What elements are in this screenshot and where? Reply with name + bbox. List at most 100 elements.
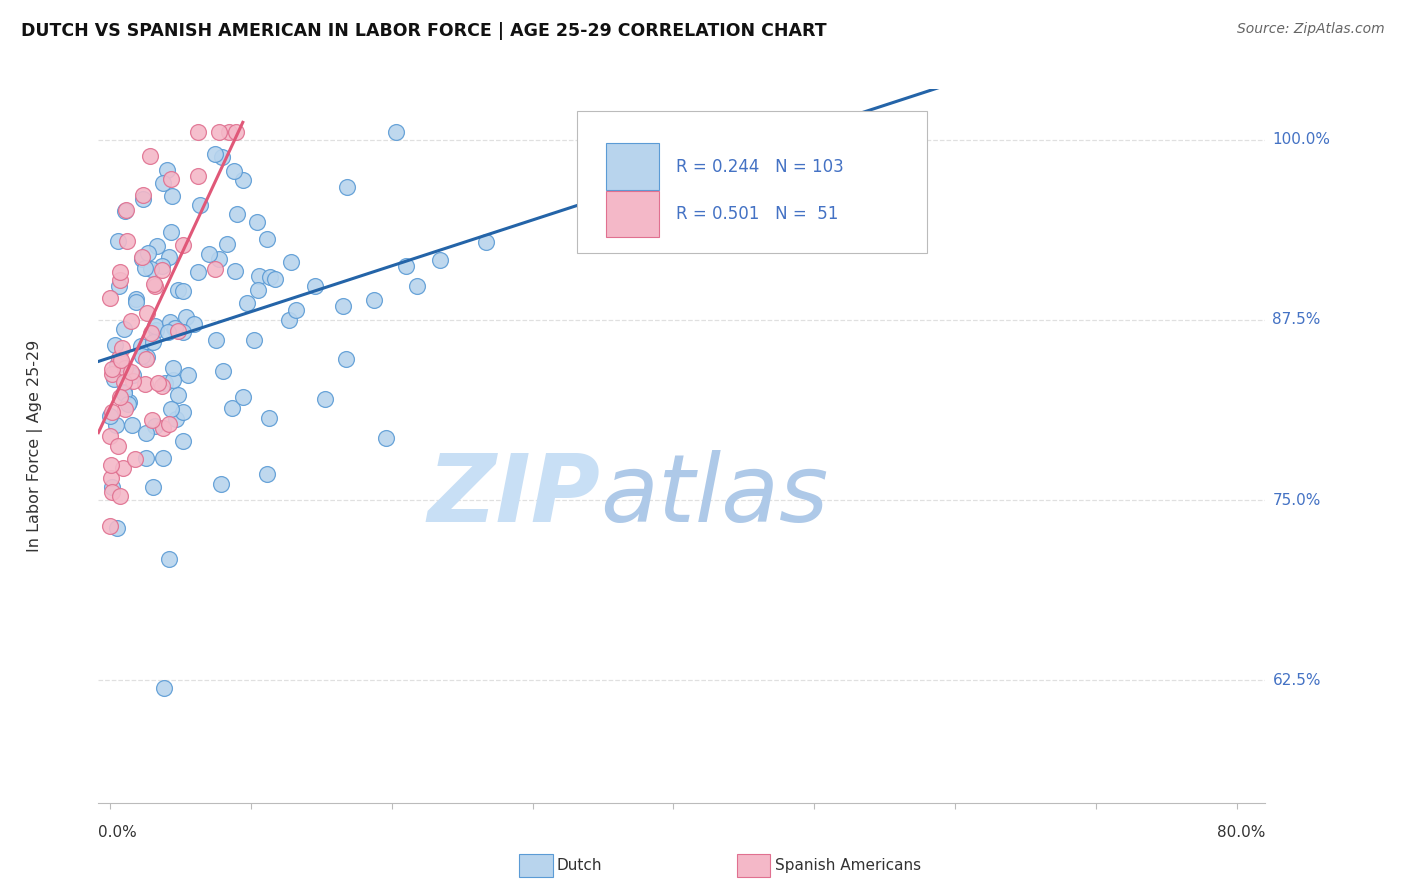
Point xyxy=(204,147,226,161)
Point xyxy=(204,334,226,348)
Point xyxy=(98,518,121,533)
Point xyxy=(335,352,357,367)
Point xyxy=(139,149,162,163)
Text: atlas: atlas xyxy=(600,450,828,541)
Point xyxy=(152,176,174,190)
Point xyxy=(110,353,132,368)
Point xyxy=(172,284,194,298)
Text: Source: ZipAtlas.com: Source: ZipAtlas.com xyxy=(1237,22,1385,37)
Point xyxy=(218,125,240,139)
Point xyxy=(101,368,124,382)
Bar xyxy=(606,191,658,237)
Point xyxy=(187,125,209,139)
Point xyxy=(167,283,190,297)
Point xyxy=(112,384,135,399)
Point xyxy=(124,293,146,307)
Point xyxy=(153,681,176,695)
Point xyxy=(475,235,498,249)
Point xyxy=(332,299,354,313)
Point xyxy=(167,324,190,338)
Point xyxy=(198,247,221,261)
Point xyxy=(157,250,180,264)
Point xyxy=(121,417,143,432)
Point xyxy=(120,365,142,379)
Point xyxy=(101,361,124,376)
Point xyxy=(150,379,173,393)
Point xyxy=(136,306,159,320)
Point xyxy=(212,364,235,378)
Point xyxy=(135,425,157,440)
Point xyxy=(162,373,184,387)
Point xyxy=(131,252,153,266)
Point xyxy=(101,480,124,494)
FancyBboxPatch shape xyxy=(576,111,927,253)
Point xyxy=(103,372,125,386)
Point xyxy=(235,296,257,310)
Point xyxy=(165,320,187,334)
Point xyxy=(314,392,336,407)
Point xyxy=(142,334,165,349)
Point xyxy=(264,272,287,286)
Point xyxy=(160,225,183,239)
Point xyxy=(145,323,167,337)
Text: ZIP: ZIP xyxy=(427,450,600,542)
Point xyxy=(172,404,194,418)
Point xyxy=(157,552,180,566)
Text: DUTCH VS SPANISH AMERICAN IN LABOR FORCE | AGE 25-29 CORRELATION CHART: DUTCH VS SPANISH AMERICAN IN LABOR FORCE… xyxy=(21,22,827,40)
Point xyxy=(209,476,232,491)
Point xyxy=(100,458,122,472)
Point xyxy=(256,467,278,481)
Point xyxy=(120,314,142,328)
Point xyxy=(105,417,128,432)
Point xyxy=(247,283,270,297)
Point xyxy=(121,375,143,389)
Point xyxy=(111,341,134,355)
Point xyxy=(156,163,179,178)
Point xyxy=(100,471,122,485)
Point xyxy=(146,238,169,252)
Point xyxy=(208,125,231,139)
Point xyxy=(139,326,162,340)
Point xyxy=(108,489,131,503)
Point xyxy=(278,313,301,327)
Point xyxy=(336,179,359,194)
Text: 75.0%: 75.0% xyxy=(1272,492,1320,508)
Point xyxy=(117,397,139,411)
Point xyxy=(159,401,181,416)
Point xyxy=(159,315,181,329)
Point xyxy=(257,411,280,425)
Point xyxy=(246,215,269,229)
Point xyxy=(157,325,180,339)
Point xyxy=(107,439,129,453)
Point xyxy=(122,368,145,382)
Text: 87.5%: 87.5% xyxy=(1272,312,1320,327)
Point xyxy=(224,264,246,278)
Point xyxy=(131,250,153,264)
Point xyxy=(115,202,138,217)
Point xyxy=(374,432,396,446)
Text: In Labor Force | Age 25-29: In Labor Force | Age 25-29 xyxy=(27,340,44,552)
Point xyxy=(135,351,157,365)
Point xyxy=(107,235,129,249)
Point xyxy=(108,391,131,405)
Text: Spanish Americans: Spanish Americans xyxy=(775,858,921,872)
Point xyxy=(101,404,124,418)
Text: R = 0.501   N =  51: R = 0.501 N = 51 xyxy=(676,205,838,223)
Point xyxy=(98,291,121,305)
Text: 100.0%: 100.0% xyxy=(1272,132,1330,147)
Point xyxy=(183,318,205,332)
Point xyxy=(221,401,243,415)
Point xyxy=(143,279,166,293)
Point xyxy=(225,125,247,139)
Point xyxy=(259,270,281,285)
Point xyxy=(187,265,209,279)
Point xyxy=(153,376,176,390)
Point xyxy=(204,262,226,277)
Point xyxy=(125,295,148,310)
Point xyxy=(98,428,121,442)
Point xyxy=(187,169,209,183)
Point xyxy=(143,418,166,433)
Point xyxy=(232,390,254,404)
Point xyxy=(108,351,131,365)
Point xyxy=(167,388,190,402)
